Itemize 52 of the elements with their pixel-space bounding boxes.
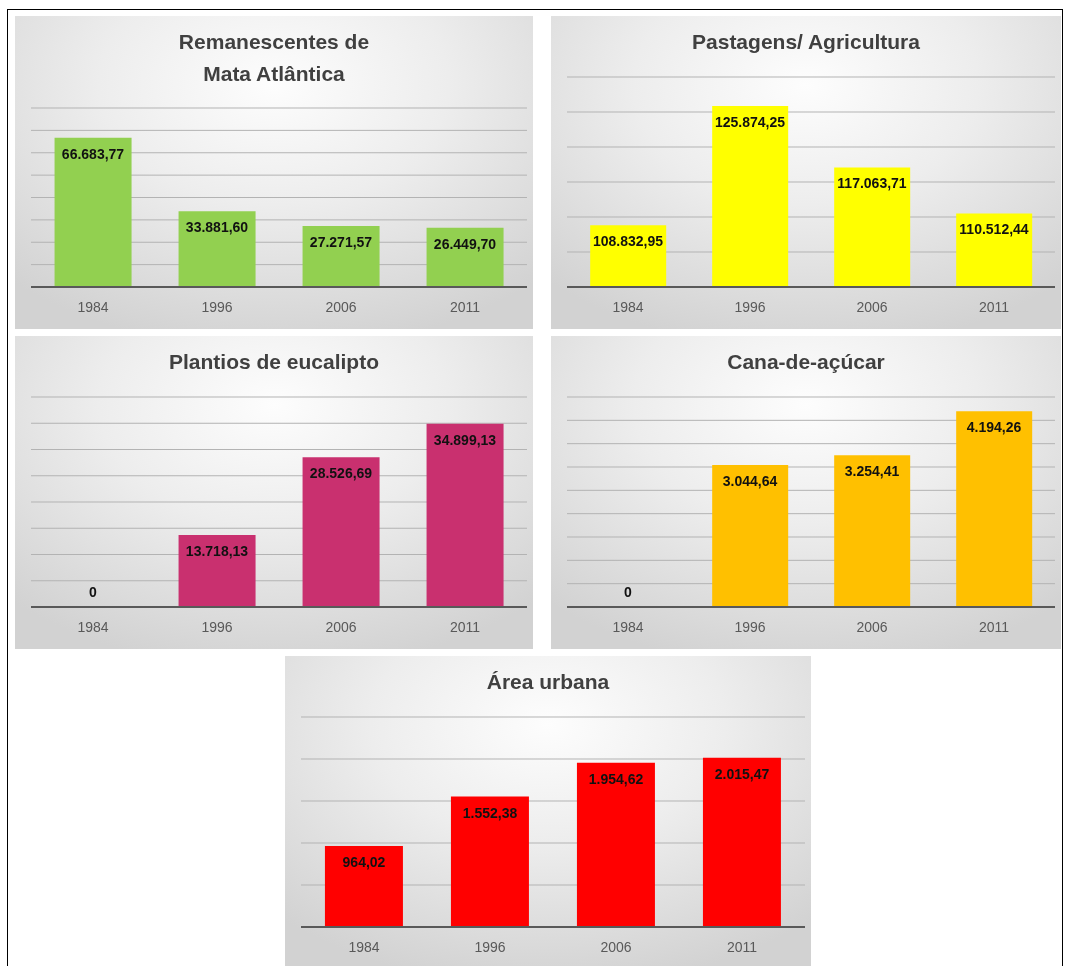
x-tick-label: 1984 [348,938,380,955]
data-label: 4.194,26 [966,419,1022,436]
x-tick-label: 2006 [856,618,888,635]
bar [702,757,781,927]
x-tick-label: 2011 [449,298,481,315]
data-label: 26.449,70 [433,235,497,252]
data-label: 66.683,77 [61,145,125,162]
x-tick-label: 2011 [726,938,758,955]
chart-title: Cana-de-açúcar [726,349,886,375]
x-tick-label: 2011 [978,618,1010,635]
x-tick-label: 1996 [734,618,766,635]
data-label: 110.512,44 [959,221,1029,238]
data-label: 0 [624,583,633,600]
x-tick-label: 1996 [201,298,233,315]
data-label: 13.718,13 [185,542,249,559]
data-label: 0 [89,583,98,600]
bar [54,137,132,287]
data-label: 2.015,47 [714,765,770,782]
x-tick-label: 1996 [734,298,766,315]
x-tick-label: 1984 [77,618,109,635]
data-label: 34.899,13 [433,431,497,448]
data-label: 108.832,95 [592,233,664,250]
x-tick-label: 2006 [856,298,888,315]
x-tick-label: 1984 [612,618,644,635]
data-label: 28.526,69 [309,465,373,482]
x-tick-label: 1984 [612,298,644,315]
bar [450,796,529,927]
data-label: 117.063,71 [837,175,907,192]
x-tick-label: 2006 [325,618,357,635]
data-label: 1.552,38 [462,804,518,821]
data-label: 964,02 [342,853,386,870]
bar [324,846,403,927]
data-label: 27.271,57 [309,233,373,250]
x-tick-label: 1984 [77,298,109,315]
data-label: 33.881,60 [185,219,249,236]
x-tick-label: 2006 [325,298,357,315]
x-tick-label: 2006 [600,938,632,955]
x-tick-label: 2011 [449,618,481,635]
x-tick-label: 1996 [201,618,233,635]
data-label: 3.254,41 [844,463,900,480]
chart-title: Plantios de eucalipto [167,349,380,375]
chart-title: Remanescentes de Mata Atlântica [177,29,371,87]
x-tick-label: 2011 [978,298,1010,315]
x-tick-label: 1996 [474,938,506,955]
data-label: 3.044,64 [722,472,778,489]
chart-title: Área urbana [485,669,611,695]
bar [576,762,655,927]
chart-title: Pastagens/ Agricultura [691,29,921,55]
data-label: 125.874,25 [714,113,786,130]
bar [302,225,380,287]
bar [178,211,256,287]
data-label: 1.954,62 [588,770,644,787]
